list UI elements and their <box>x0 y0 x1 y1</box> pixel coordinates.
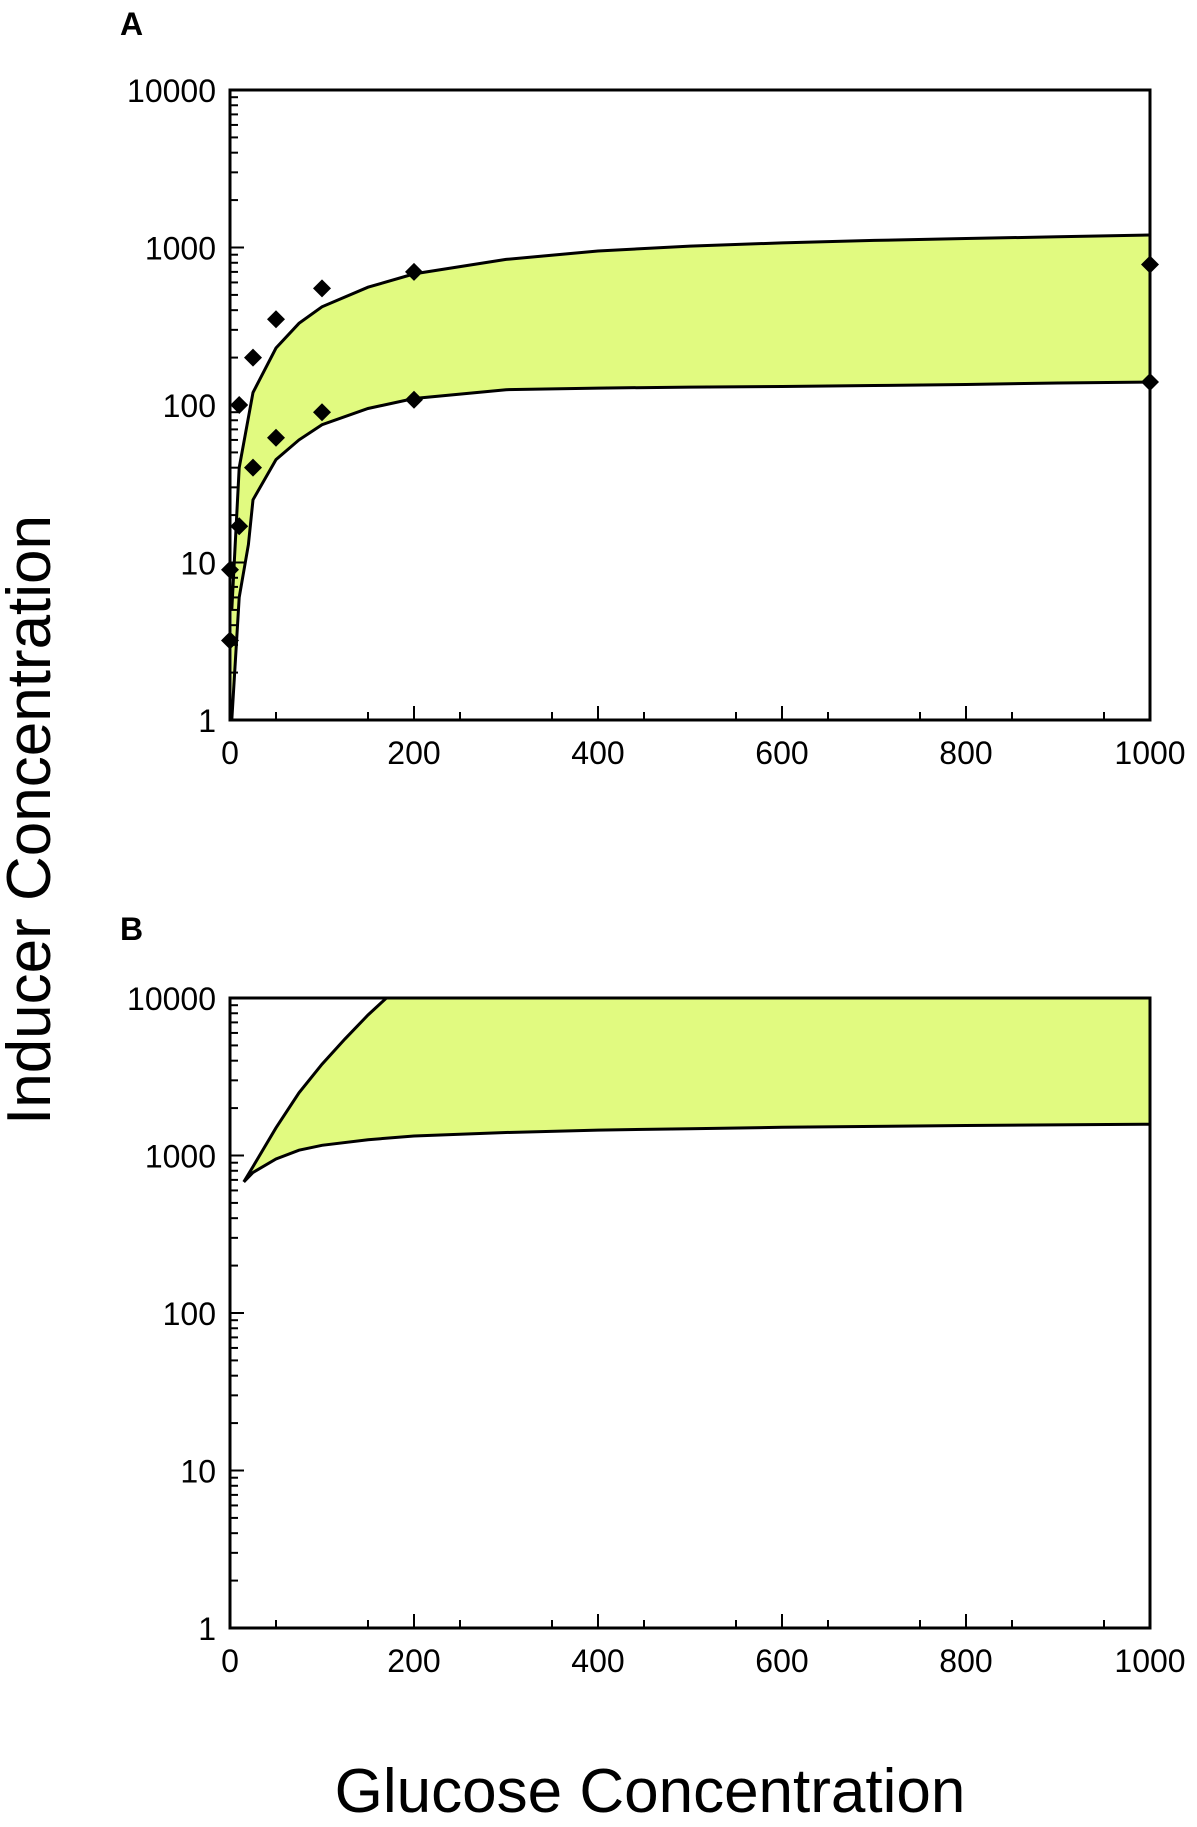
x-tick-label: 800 <box>939 1643 992 1679</box>
data-point <box>267 428 285 447</box>
data-point <box>1141 255 1159 274</box>
x-tick-label: 400 <box>571 735 624 771</box>
y-tick-label: 10000 <box>127 981 216 1017</box>
x-axis-title: Glucose Concentration <box>335 1757 966 1826</box>
lower-boundary-line <box>230 380 1151 721</box>
x-tick-label: 0 <box>221 1643 239 1679</box>
y-tick-label: 10000 <box>127 73 216 109</box>
data-point <box>244 458 262 477</box>
y-tick-label: 10 <box>180 1454 216 1490</box>
data-point <box>1141 372 1159 391</box>
y-tick-label: 10 <box>180 546 216 582</box>
x-tick-label: 200 <box>387 1643 440 1679</box>
y-axis-title: Inducer Concentration <box>0 515 64 1125</box>
plot-area: 0 200 400 600 800 1000 1 10 100 1000 10000 <box>127 73 1186 771</box>
data-point <box>313 403 331 422</box>
panel-a: A 0 200 400 600 800 1000 1 10 100 1000 10000 <box>120 6 1186 771</box>
plot-area: 0 200 400 600 800 1000 1 10 100 1000 10000 <box>127 981 1186 1679</box>
data-point <box>405 390 423 409</box>
data-point <box>267 310 285 329</box>
x-tick-label: 600 <box>755 735 808 771</box>
feasible-region <box>243 998 1151 1182</box>
x-tick-label: 1000 <box>1114 1643 1185 1679</box>
y-tick-label: 1000 <box>145 231 216 267</box>
y-tick-label: 1 <box>198 1611 216 1647</box>
data-point <box>221 631 239 650</box>
x-tick-label: 1000 <box>1114 735 1185 771</box>
x-tick-label: 800 <box>939 735 992 771</box>
y-tick-label: 1000 <box>145 1139 216 1175</box>
y-tick-label: 1 <box>198 703 216 739</box>
data-point <box>244 348 262 367</box>
data-point <box>405 262 423 281</box>
panel-b: B 0 200 400 600 800 1000 1 10 100 1000 10000 <box>120 911 1186 1679</box>
lower-boundary-line <box>242 1122 1151 1183</box>
y-tick-label: 100 <box>163 388 216 424</box>
feasible-region <box>231 235 1151 720</box>
x-tick-label: 400 <box>571 1643 624 1679</box>
x-tick-label: 600 <box>755 1643 808 1679</box>
data-point <box>221 560 239 579</box>
data-point <box>230 396 249 414</box>
x-tick-label: 0 <box>221 735 239 771</box>
data-point <box>313 279 331 298</box>
x-tick-label: 200 <box>387 735 440 771</box>
upper-boundary-line <box>242 996 1150 1183</box>
panel-letter: A <box>120 6 143 42</box>
data-point <box>230 517 249 536</box>
y-tick-label: 100 <box>163 1296 216 1332</box>
panel-letter: B <box>120 911 143 947</box>
upper-boundary-line <box>230 233 1151 610</box>
